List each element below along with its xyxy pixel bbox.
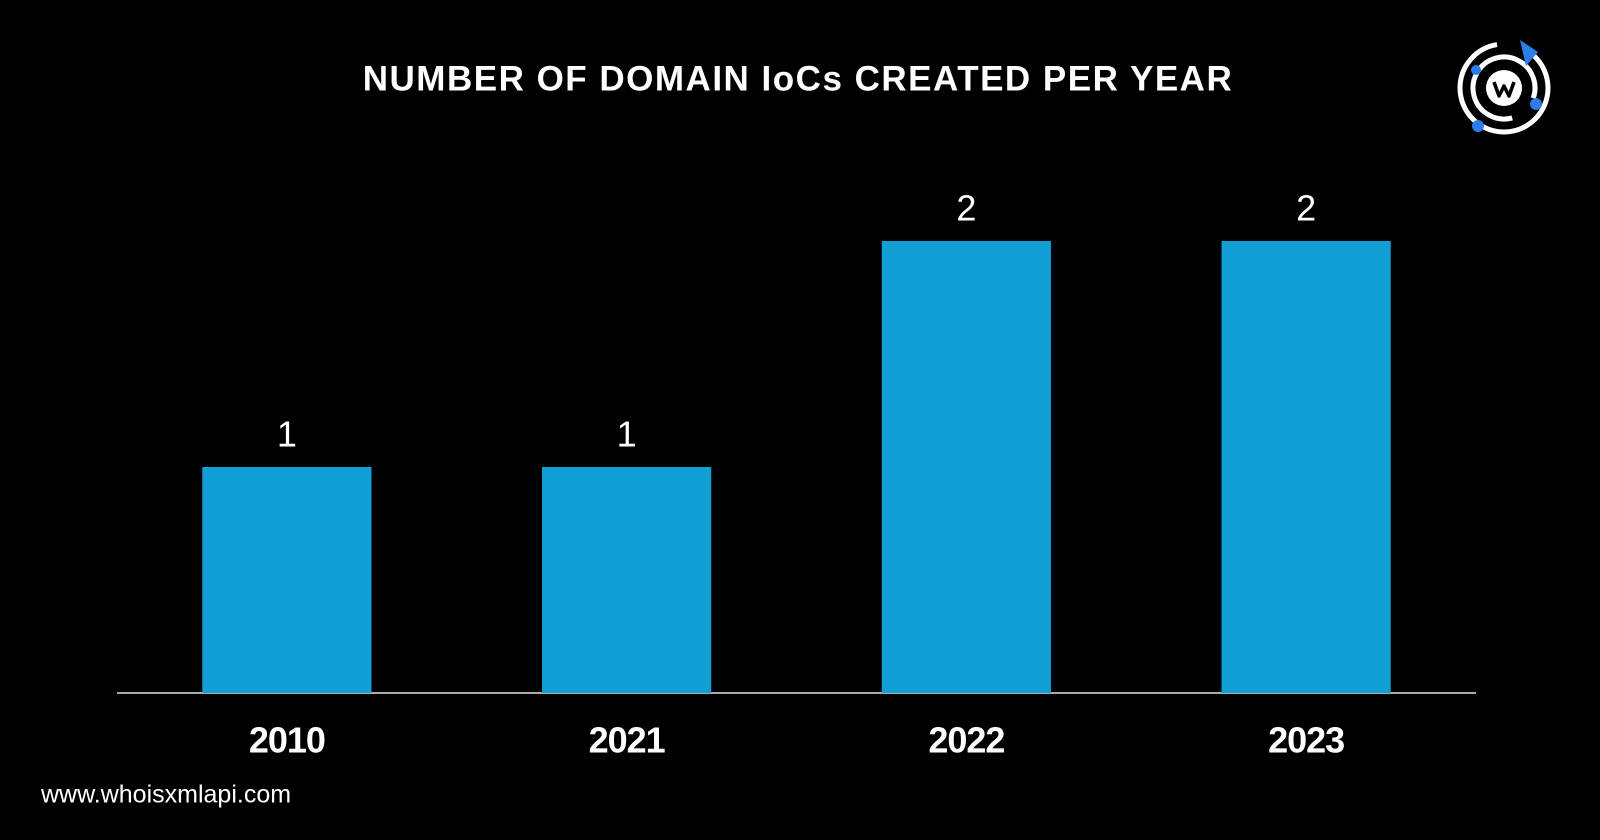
logo-dot [1472,120,1484,132]
logo-dot [1471,65,1481,75]
bar [1221,241,1391,693]
bar [881,241,1051,693]
logo-ring [1457,41,1551,135]
x-tick-label: 2021 [589,720,666,761]
x-tick-label: 2010 [249,720,325,761]
logo [1457,40,1551,135]
data-label: 2 [956,188,976,229]
logo-glyph [1492,81,1516,98]
chart-title: NUMBER OF DOMAIN IoCs CREATED PER YEAR [363,59,1233,98]
data-label: 2 [1296,188,1316,229]
data-label: 1 [277,414,297,455]
bar [542,467,712,693]
x-tick-label: 2023 [1268,720,1344,761]
x-tick-label: 2022 [928,720,1004,761]
bar [202,467,372,693]
footer-url: www.whoisxmlapi.com [40,781,291,809]
logo-accent [1520,40,1538,66]
logo-dot [1530,98,1542,110]
data-label: 1 [617,414,637,455]
